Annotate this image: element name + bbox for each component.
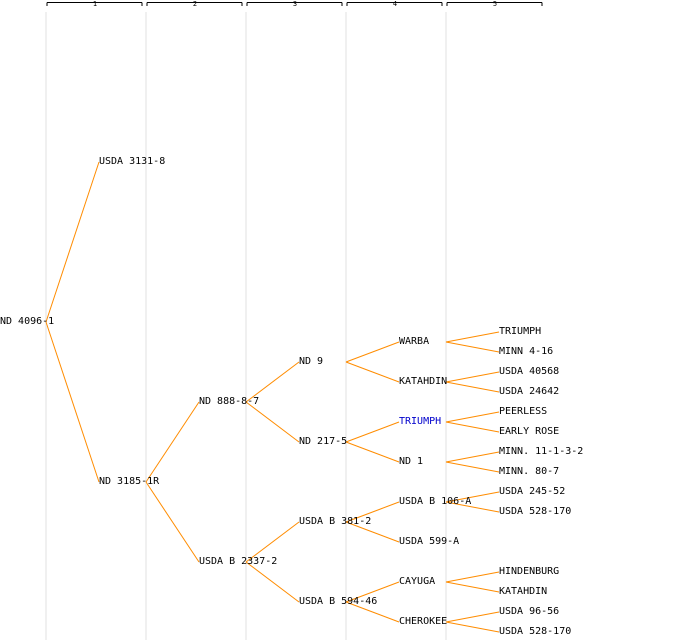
generation-label: 4	[392, 0, 398, 8]
pedigree-edge	[345, 421, 400, 443]
pedigree-edge	[345, 361, 400, 383]
generation-column-band	[45, 12, 47, 640]
pedigree-edge	[445, 621, 500, 633]
pedigree-node[interactable]: ND 217-5	[299, 436, 348, 447]
pedigree-edge	[445, 571, 500, 583]
pedigree-edge	[345, 581, 400, 603]
pedigree-node[interactable]: PEERLESS	[499, 406, 548, 417]
pedigree-node[interactable]: KATAHDIN	[499, 586, 548, 597]
pedigree-edge	[445, 331, 500, 343]
pedigree-edge	[245, 401, 300, 443]
pedigree-node[interactable]: USDA B 2337-2	[199, 556, 278, 567]
pedigree-edge	[445, 411, 500, 423]
pedigree-edge	[245, 361, 300, 403]
pedigree-node[interactable]: USDA B 106-A	[399, 496, 472, 507]
pedigree-node[interactable]: ND 4096-1	[0, 316, 55, 327]
pedigree-node[interactable]: CHEROKEE	[399, 616, 448, 627]
pedigree-node[interactable]: USDA 24642	[499, 386, 560, 397]
pedigree-node[interactable]: MINN 4-16	[499, 346, 554, 357]
generation-label: 3	[292, 0, 298, 8]
pedigree-node[interactable]: WARBA	[399, 336, 430, 347]
pedigree-edge	[445, 381, 500, 393]
pedigree-node[interactable]: HINDENBURG	[499, 566, 560, 577]
pedigree-node[interactable]: ND 888-8-7	[199, 396, 260, 407]
pedigree-node[interactable]: USDA B 594-46	[299, 596, 378, 607]
generation-label: 5	[492, 0, 498, 8]
pedigree-edge	[445, 421, 500, 433]
pedigree-node[interactable]: USDA 96-56	[499, 606, 560, 617]
generation-column-band	[245, 12, 247, 640]
pedigree-node[interactable]: USDA 528-170	[499, 506, 572, 517]
pedigree-node[interactable]: TRIUMPH	[399, 416, 442, 427]
pedigree-edge	[445, 611, 500, 623]
pedigree-edge	[345, 521, 400, 543]
pedigree-edge	[245, 521, 300, 563]
pedigree-node[interactable]: USDA 3131-8	[99, 156, 166, 167]
pedigree-node[interactable]: MINN. 80-7	[499, 466, 560, 477]
pedigree-edge	[245, 561, 300, 603]
generation-column-band	[445, 12, 447, 640]
pedigree-edge	[445, 581, 500, 593]
pedigree-node[interactable]: CAYUGA	[399, 576, 436, 587]
pedigree-node[interactable]: TRIUMPH	[499, 326, 542, 337]
pedigree-node[interactable]: ND 3185-1R	[99, 476, 160, 487]
pedigree-edge	[445, 491, 500, 503]
pedigree-node[interactable]: USDA 245-52	[499, 486, 566, 497]
pedigree-node[interactable]: KATAHDIN	[399, 376, 448, 387]
pedigree-node[interactable]: USDA 40568	[499, 366, 560, 377]
pedigree-node[interactable]: ND 1	[399, 456, 424, 467]
pedigree-edge	[445, 501, 500, 513]
pedigree-edge	[345, 341, 400, 363]
pedigree-node[interactable]: EARLY ROSE	[499, 426, 560, 437]
generation-column-band	[145, 12, 147, 640]
generation-ruler	[46, 2, 543, 6]
pedigree-edge	[445, 371, 500, 383]
pedigree-edge	[345, 501, 400, 523]
pedigree-node[interactable]: USDA 528-170	[499, 626, 572, 637]
pedigree-edge	[45, 161, 100, 323]
pedigree-edge	[145, 481, 200, 563]
pedigree-node[interactable]: USDA B 381-2	[299, 516, 372, 527]
pedigree-edge	[445, 341, 500, 353]
pedigree-edge	[445, 451, 500, 463]
pedigree-node[interactable]: USDA 599-A	[399, 536, 460, 547]
pedigree-edge	[45, 321, 100, 483]
pedigree-node[interactable]: ND 9	[299, 356, 324, 367]
pedigree-edge	[345, 601, 400, 623]
pedigree-edge	[145, 401, 200, 483]
pedigree-edge	[345, 441, 400, 463]
generation-column-band	[345, 12, 347, 640]
pedigree-node[interactable]: MINN. 11-1-3-2	[499, 446, 584, 457]
pedigree-edge	[445, 461, 500, 473]
generation-label: 1	[92, 0, 98, 8]
generation-label: 2	[192, 0, 198, 8]
